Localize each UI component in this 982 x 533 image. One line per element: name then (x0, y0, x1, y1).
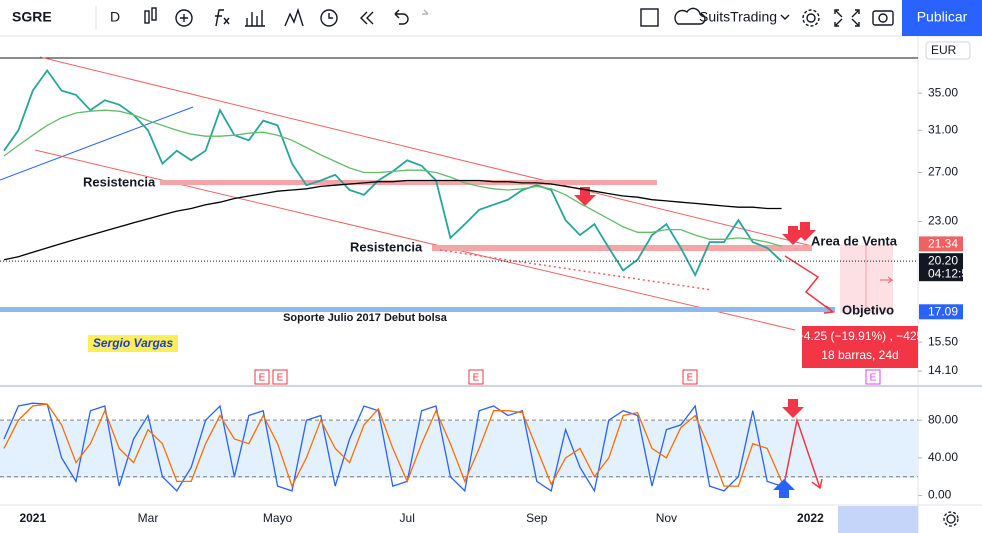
projection-arrow (880, 276, 894, 284)
y-tick-label: 27.00 (928, 165, 958, 179)
y-tick-label: 23.00 (928, 214, 958, 228)
x-tick-label: Jul (400, 511, 415, 525)
x-tick-label: Sep (526, 511, 548, 525)
publish-button[interactable] (902, 0, 982, 36)
series-line (3, 179, 782, 261)
earnings-marker (682, 369, 698, 385)
annotation: Resistencia (83, 174, 156, 189)
y-tick-label: 31.00 (928, 122, 958, 136)
price-label-bg (919, 253, 963, 282)
earnings-label: E (277, 373, 284, 384)
price-label-bg (919, 236, 963, 252)
currency[interactable]: EUR (931, 43, 957, 57)
x-tick-label: 2022 (797, 511, 824, 525)
interval[interactable]: D (110, 9, 120, 25)
resistance-zone (160, 180, 657, 185)
y-tick-label: 40.00 (928, 450, 958, 464)
series-line (3, 403, 783, 488)
x-tick-label: Mayo (263, 511, 293, 525)
channel-upper (39, 56, 813, 247)
earnings-label: E (473, 373, 480, 384)
series-line (3, 402, 782, 493)
time-range-highlight (838, 506, 918, 533)
resistance-zone (432, 245, 812, 251)
countdown: 04:12:52 (928, 266, 975, 280)
dotted-trend (439, 249, 713, 291)
projected-oscillator (781, 417, 823, 496)
account[interactable]: SuitsTrading (699, 9, 777, 25)
earnings-marker (468, 369, 484, 385)
buy-arrow (773, 479, 795, 498)
currency-button[interactable] (925, 41, 971, 60)
sell-arrow (574, 187, 596, 206)
publish-label[interactable]: Publicar (917, 9, 968, 25)
annotation: Objetivo (842, 302, 894, 317)
annotation: Soporte Julio 2017 Debut bolsa (283, 312, 448, 324)
price-label: 17.09 (928, 304, 958, 318)
x-tick-label: 2021 (19, 511, 46, 525)
trend-line (0, 106, 194, 181)
measure-text: 18 barras, 24d (821, 348, 898, 362)
sell-arrow (794, 222, 816, 241)
projected-path (784, 255, 835, 314)
earnings-marker (865, 369, 881, 385)
x-tick-label: Mar (138, 511, 159, 525)
symbol[interactable]: SGRE (12, 9, 52, 25)
measure-text: −4.25 (−19.91%) , −425 (797, 329, 924, 343)
series-line (3, 109, 782, 248)
price-label: 21.34 (928, 237, 958, 251)
y-tick-label: 35.00 (928, 85, 958, 99)
y-tick-label: 14.10 (928, 363, 958, 377)
earnings-label: E (687, 373, 694, 384)
y-tick-label: 0.00 (928, 488, 952, 502)
support-zone (0, 307, 835, 312)
y-tick-label: 15.50 (928, 334, 958, 348)
author: Sergio Vargas (93, 336, 174, 350)
price-label-bg (919, 304, 963, 320)
earnings-label: E (259, 373, 266, 384)
earnings-marker (272, 369, 288, 385)
oscillator-band (0, 421, 918, 478)
measure-box (802, 326, 918, 368)
toolbar-icons[interactable] (144, 7, 894, 27)
sell-arrow (782, 226, 804, 245)
price-label: 20.20 (928, 253, 958, 267)
settings-icon[interactable] (943, 511, 959, 527)
author-badge (88, 335, 178, 352)
toolbar (0, 0, 982, 36)
annotation: Resistencia (350, 239, 423, 254)
y-tick-label: 80.00 (928, 412, 958, 426)
annotation: Area de Venta (811, 233, 898, 248)
sell-arrow (782, 399, 804, 418)
x-tick-label: Nov (656, 511, 677, 525)
earnings-marker (254, 369, 270, 385)
earnings-label: E (870, 373, 877, 384)
